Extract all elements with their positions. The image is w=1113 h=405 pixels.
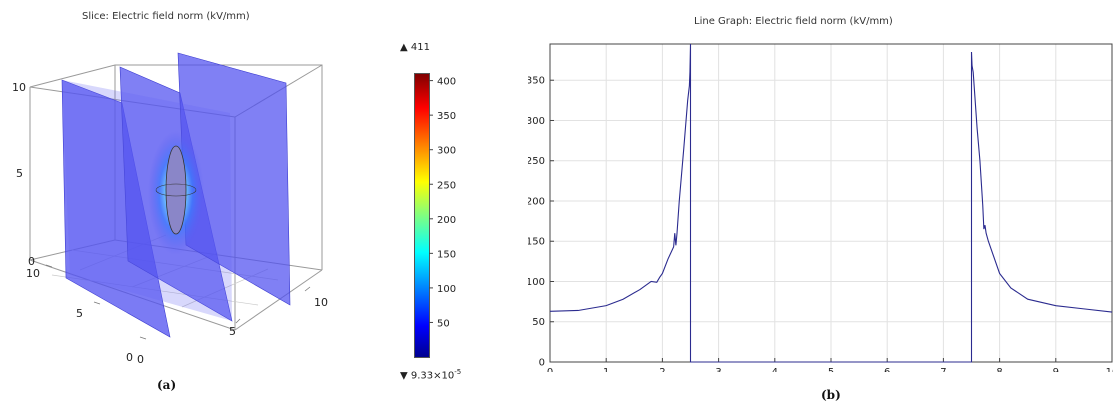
series-line-electric-field xyxy=(549,43,1113,363)
x-tick-label: 1 xyxy=(603,367,609,372)
colorbar-gradient xyxy=(414,73,430,358)
y-tick-0: 0 xyxy=(126,351,133,364)
y-tick-label: 0 xyxy=(539,358,545,369)
slice-plot-title: Slice: Electric field norm (kV/mm) xyxy=(82,11,250,22)
caption-a: (a) xyxy=(157,378,177,392)
colorbar-min-label: ▼ 9.33×10-5 xyxy=(400,368,461,381)
x-tick-label: 8 xyxy=(996,367,1002,372)
y-tick-5: 5 xyxy=(76,307,83,320)
colorbar-tick-label: 400 xyxy=(437,77,456,88)
line-graph-axis-ticks: 012345678910050100150200250300350 xyxy=(528,76,1113,372)
caption-b: (b) xyxy=(821,388,841,402)
colorbar-max-label: ▲ 411 xyxy=(400,42,430,53)
x-tick-label: 5 xyxy=(828,367,834,372)
x-tick-label: 7 xyxy=(940,367,946,372)
line-graph-title: Line Graph: Electric field norm (kV/mm) xyxy=(694,16,893,27)
y-tick-10: 10 xyxy=(26,267,40,280)
colorbar-ticks: 400 350 300 250 200 150 100 50 xyxy=(429,77,456,329)
y-tick-label: 50 xyxy=(532,317,545,328)
colorbar-tick-label: 250 xyxy=(437,180,456,191)
x-tick-label: 9 xyxy=(1053,367,1059,372)
z-tick-0: 0 xyxy=(28,255,35,268)
x-tick-10: 10 xyxy=(314,296,328,309)
colorbar-tick-label: 200 xyxy=(437,215,456,226)
y-tick-label: 350 xyxy=(528,76,545,87)
z-tick-5: 5 xyxy=(16,167,23,180)
x-tick-label: 0 xyxy=(547,367,553,372)
colorbar-tick-label: 50 xyxy=(437,318,450,329)
colorbar-tick-label: 350 xyxy=(437,111,456,122)
slice-plot: 10 5 0 10 5 0 0 5 10 xyxy=(12,52,328,366)
y-tick-label: 250 xyxy=(528,156,545,167)
y-tick-label: 200 xyxy=(528,196,545,207)
y-tick-label: 100 xyxy=(528,277,545,288)
colorbar-tick-label: 100 xyxy=(437,284,456,295)
ellipsoid-inclusion xyxy=(155,145,197,235)
colorbar-tick-label: 150 xyxy=(437,249,456,260)
colorbar-min-exponent: -5 xyxy=(454,368,462,376)
x-tick-label: 3 xyxy=(715,367,721,372)
colorbar-tick-label: 300 xyxy=(437,146,456,157)
slice-plot-tick-marks xyxy=(45,264,311,340)
x-tick-0: 0 xyxy=(137,353,144,366)
z-tick-10: 10 xyxy=(12,81,26,94)
colorbar-min-base: ▼ 9.33×10 xyxy=(400,370,455,382)
y-tick-label: 300 xyxy=(528,116,545,127)
x-tick-5: 5 xyxy=(229,325,236,338)
x-tick-label: 6 xyxy=(884,367,890,372)
line-graph-grid xyxy=(549,44,1113,363)
x-tick-label: 4 xyxy=(772,367,778,372)
slice-plane-1 xyxy=(61,79,171,338)
x-tick-label: 2 xyxy=(659,367,665,372)
line-graph: 012345678910050100150200250300350 xyxy=(528,43,1113,372)
x-tick-label: 10 xyxy=(1106,367,1113,372)
y-tick-label: 150 xyxy=(528,237,545,248)
